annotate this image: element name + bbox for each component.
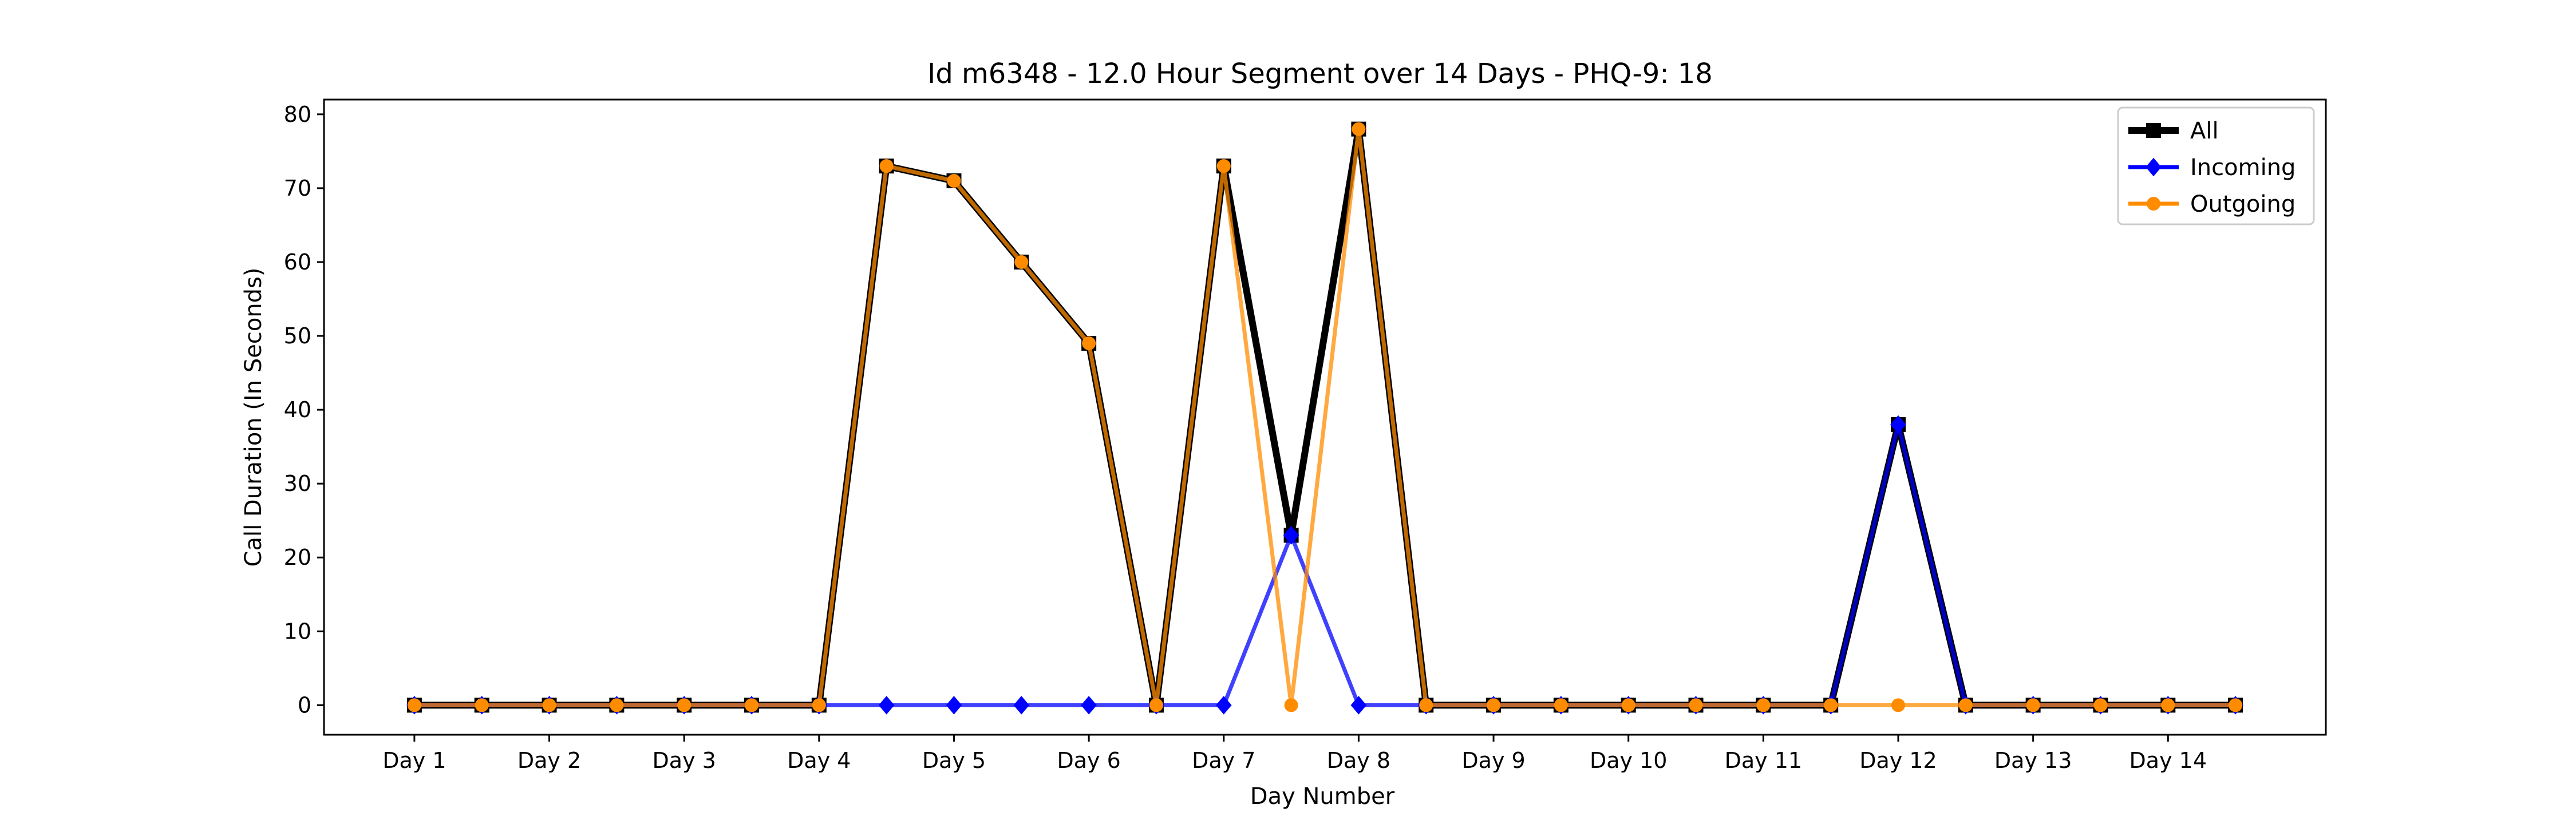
y-tick-label: 30 <box>284 471 311 496</box>
chart-title: Id m6348 - 12.0 Hour Segment over 14 Day… <box>927 58 1713 90</box>
x-tick-label: Day 11 <box>1725 748 1802 773</box>
data-point-incoming <box>1890 415 1906 434</box>
data-point-outgoing <box>1689 698 1703 712</box>
y-tick-label: 80 <box>284 102 311 127</box>
x-tick-label: Day 6 <box>1057 748 1120 773</box>
data-point-incoming <box>1013 696 1030 715</box>
data-point-outgoing <box>1149 698 1163 712</box>
data-point-outgoing <box>1014 255 1029 269</box>
x-axis-label: Day Number <box>1250 783 1395 810</box>
y-axis: 0 10 20 30 40 50 60 70 80 <box>284 102 324 718</box>
plot-area <box>406 121 2243 715</box>
data-point-outgoing <box>1216 159 1231 173</box>
x-tick-label: Day 14 <box>2129 748 2207 773</box>
y-tick-label: 50 <box>284 323 311 348</box>
data-point-outgoing <box>1487 698 1501 712</box>
data-point-outgoing <box>879 159 894 173</box>
data-point-incoming <box>1215 696 1232 715</box>
y-tick-label: 40 <box>284 397 311 422</box>
x-tick-label: Day 10 <box>1590 748 1667 773</box>
data-point-outgoing <box>1554 698 1568 712</box>
data-point-outgoing <box>1958 698 1973 712</box>
x-tick-label: Day 2 <box>517 748 581 773</box>
data-point-outgoing <box>610 698 624 712</box>
data-point-incoming <box>1283 526 1299 545</box>
x-tick-label: Day 12 <box>1859 748 1937 773</box>
x-tick-label: Day 3 <box>653 748 716 773</box>
y-tick-label: 60 <box>284 249 311 275</box>
x-tick-label: Day 13 <box>1994 748 2072 773</box>
series-outgoing <box>407 122 2243 712</box>
data-point-outgoing <box>947 173 961 188</box>
x-tick-label: Day 9 <box>1461 748 1525 773</box>
legend-marker-all <box>2146 123 2161 138</box>
data-point-outgoing <box>745 698 759 712</box>
y-tick-label: 0 <box>298 692 311 718</box>
legend-marker-outgoing <box>2147 197 2160 211</box>
data-point-outgoing <box>1352 122 1366 136</box>
y-tick-label: 70 <box>284 176 311 201</box>
y-tick-label: 10 <box>284 619 311 644</box>
data-point-outgoing <box>677 698 692 712</box>
data-point-outgoing <box>2093 698 2108 712</box>
data-point-incoming <box>1350 696 1367 715</box>
legend: All Incoming Outgoing <box>2117 106 2315 225</box>
data-point-outgoing <box>2026 698 2040 712</box>
data-point-outgoing <box>1891 698 1905 712</box>
x-tick-label: Day 4 <box>787 748 851 773</box>
y-axis-label: Call Duration (In Seconds) <box>240 268 267 567</box>
data-point-outgoing <box>2161 698 2175 712</box>
x-tick-label: Day 7 <box>1192 748 1255 773</box>
legend-marker-incoming <box>2146 157 2162 177</box>
data-point-outgoing <box>1756 698 1771 712</box>
data-point-outgoing <box>1082 336 1096 350</box>
x-tick-label: Day 5 <box>922 748 986 773</box>
plot-frame <box>323 98 2327 736</box>
x-tick-label: Day 1 <box>382 748 446 773</box>
data-point-outgoing <box>1419 698 1433 712</box>
series-line-outgoing <box>414 127 2236 707</box>
data-point-outgoing <box>1621 698 1635 712</box>
data-point-outgoing <box>475 698 489 712</box>
data-point-incoming <box>1081 696 1097 715</box>
data-point-outgoing <box>1824 698 1838 712</box>
data-point-incoming <box>878 696 895 715</box>
data-point-outgoing <box>542 698 556 712</box>
legend-label-all: All <box>2190 118 2219 144</box>
data-point-outgoing <box>407 698 421 712</box>
y-tick-label: 20 <box>284 545 311 570</box>
legend-label-incoming: Incoming <box>2190 154 2296 181</box>
data-point-outgoing <box>812 698 826 712</box>
data-point-outgoing <box>1284 698 1298 712</box>
data-point-incoming <box>946 696 962 715</box>
data-point-outgoing <box>2229 698 2243 712</box>
x-axis: Day 1 Day 2 Day 3 Day 4 Day 5 Day 6 Day 7 Day 8… <box>382 735 2207 773</box>
legend-label-outgoing: Outgoing <box>2190 191 2296 217</box>
x-tick-label: Day 8 <box>1327 748 1390 773</box>
legend-box <box>2117 106 2315 225</box>
